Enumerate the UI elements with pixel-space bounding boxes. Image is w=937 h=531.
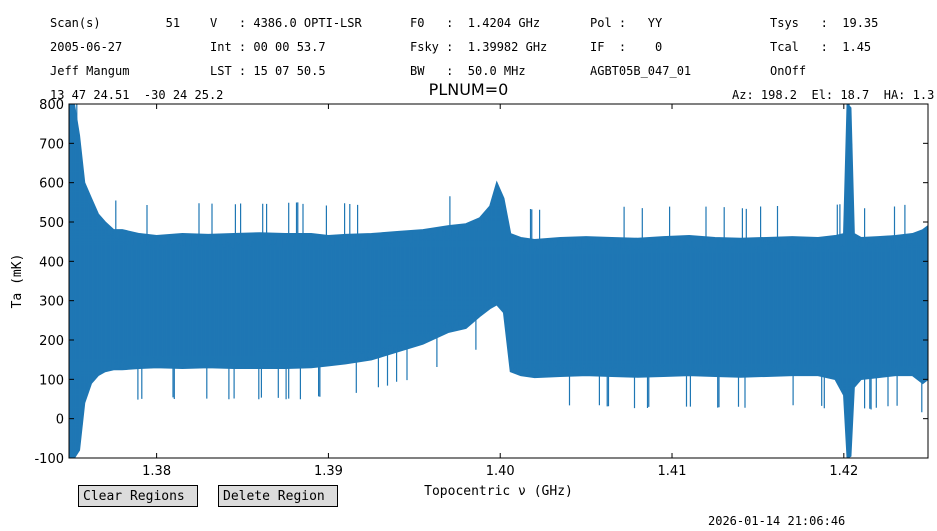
y-tick-label: 300 bbox=[39, 295, 64, 310]
x-tick-label: 1.39 bbox=[314, 464, 343, 479]
y-tick-label: 0 bbox=[56, 413, 64, 428]
y-tick-label: 400 bbox=[39, 255, 64, 270]
plot-frame bbox=[68, 103, 929, 459]
x-tick-label: 1.40 bbox=[486, 464, 515, 479]
timestamp: 2026-01-14 21:06:46 bbox=[708, 514, 846, 528]
header-observer: Jeff Mangum bbox=[50, 64, 130, 78]
header-f0: F0 : 1.4204 GHz bbox=[410, 16, 541, 30]
x-axis-label: Topocentric ν (GHz) bbox=[424, 484, 573, 499]
delete-region-button[interactable]: Delete Region bbox=[218, 485, 338, 507]
header-fsky: Fsky : 1.39982 GHz bbox=[410, 40, 548, 54]
y-tick-label: 700 bbox=[39, 137, 64, 152]
header-azel: Az: 198.2 El: 18.7 HA: 1.3 bbox=[732, 88, 935, 102]
header-date: 2005-06-27 bbox=[50, 40, 123, 54]
header-pol: Pol : YY bbox=[590, 16, 663, 30]
y-tick-label: 200 bbox=[39, 334, 64, 349]
spectrum-noise-texture bbox=[69, 104, 928, 458]
x-tick-label: 1.42 bbox=[829, 464, 858, 479]
y-axis-label: Ta (mK) bbox=[10, 254, 25, 309]
x-tick-label: 1.38 bbox=[142, 464, 171, 479]
header-project: AGBT05B_047_01 bbox=[590, 64, 692, 78]
header-velocity: V : 4386.0 OPTI-LSR bbox=[210, 16, 362, 30]
y-tick-label: 600 bbox=[39, 177, 64, 192]
y-tick-label: 100 bbox=[39, 373, 64, 388]
header-lst: LST : 15 07 50.5 bbox=[210, 64, 326, 78]
x-tick-label: 1.41 bbox=[658, 464, 687, 479]
y-tick-label: -100 bbox=[34, 452, 64, 467]
header-tcal: Tcal : 1.45 bbox=[770, 40, 872, 54]
header-integration: Int : 00 00 53.7 bbox=[210, 40, 326, 54]
header-scans: Scan(s) 51 bbox=[50, 16, 181, 30]
header-if: IF : 0 bbox=[590, 40, 663, 54]
header-coords: 13 47 24.51 -30 24 25.2 bbox=[50, 88, 224, 102]
clear-regions-button[interactable]: Clear Regions bbox=[78, 485, 198, 507]
y-tick-label: 500 bbox=[39, 216, 64, 231]
header-procedure: OnOff bbox=[770, 64, 807, 78]
y-tick-label: 800 bbox=[39, 98, 64, 113]
header-bw: BW : 50.0 MHz bbox=[410, 64, 526, 78]
header-tsys: Tsys : 19.35 bbox=[770, 16, 879, 30]
chart-title: PLNUM=0 bbox=[428, 80, 509, 99]
